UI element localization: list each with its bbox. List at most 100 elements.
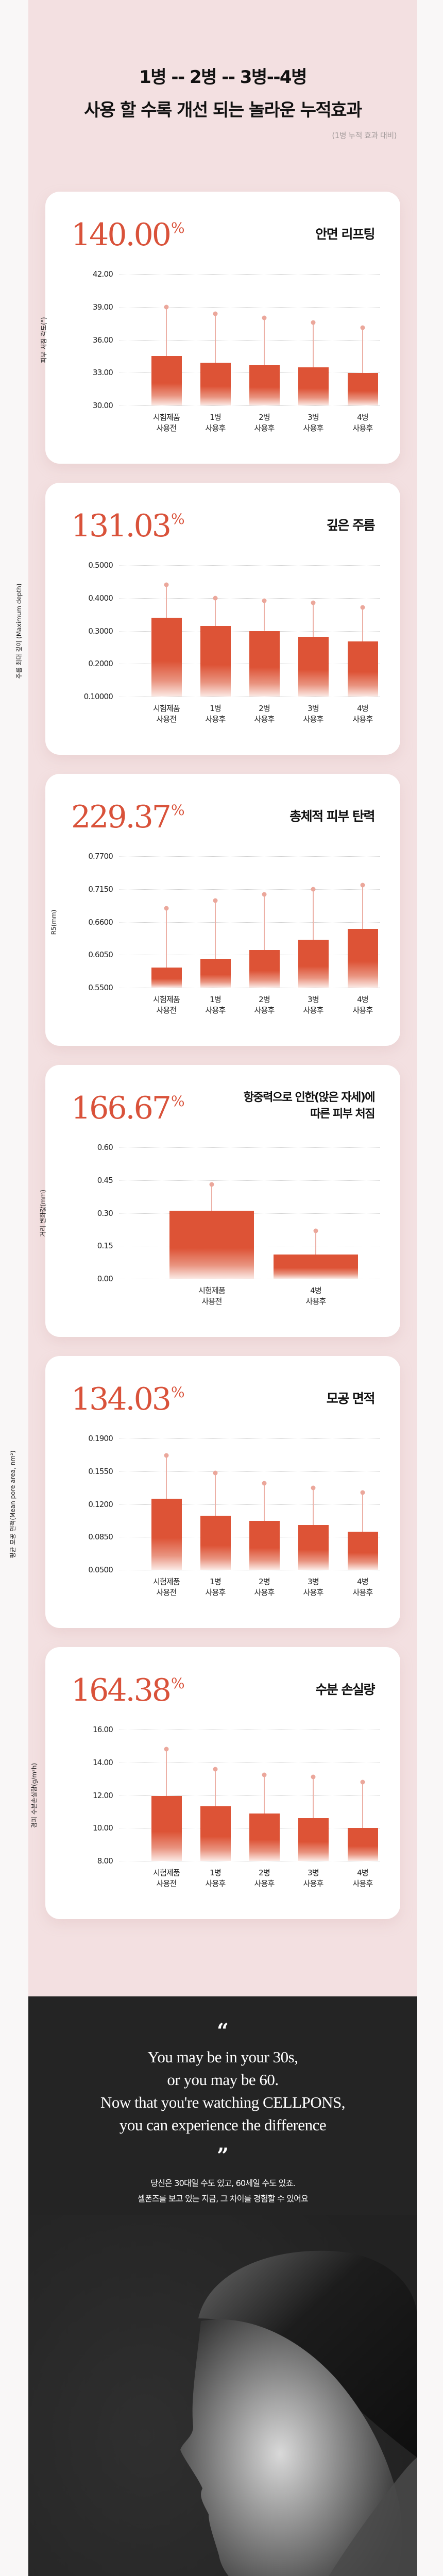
- x-tick-label: 1병 사용후: [205, 1577, 226, 1597]
- error-bar: [215, 900, 216, 959]
- bar: [298, 1525, 329, 1570]
- error-cap-dot: [311, 600, 316, 605]
- percent-value: 166.67: [71, 1090, 172, 1126]
- y-tick-label: 10.00: [93, 1823, 113, 1833]
- korean-caption-line: 당신은 30대일 수도 있고, 60세일 수도 있죠.: [150, 2178, 295, 2188]
- error-bar: [264, 1774, 265, 1814]
- metric-title: 모공 면적: [326, 1390, 376, 1408]
- quote-section: “ You may be in your 30s, or you may be …: [28, 1996, 417, 2576]
- error-cap-dot: [164, 1453, 169, 1458]
- y-tick-label: 0.00: [97, 1274, 113, 1283]
- bar: [151, 618, 182, 697]
- error-cap-dot: [164, 582, 169, 587]
- x-tick-label: 3병 사용후: [303, 413, 323, 433]
- bar-chart: 0.1900 0.1550 0.1200 0.0850 0.0500 시험제품 사용전 1병 사…: [88, 1434, 380, 1597]
- bar: [347, 1531, 378, 1570]
- x-tick-label: 1병 사용후: [205, 413, 226, 433]
- percent-sign: %: [171, 1675, 185, 1692]
- metric-title: 수분 손실량: [315, 1681, 375, 1699]
- x-tick-label: 2병 사용후: [254, 704, 275, 724]
- gridline: [120, 922, 380, 923]
- percent-sign: %: [171, 511, 185, 528]
- metric-title-line: 항중력으로 인한(앉은 자세)에: [243, 1091, 376, 1104]
- bar: [249, 631, 280, 697]
- metric-title-line: 총체적 피부 탄력: [289, 809, 375, 824]
- improvement-percent: 134.03%: [71, 1381, 185, 1423]
- x-tick-label: 4병 사용후: [352, 995, 373, 1015]
- x-tick-label: 2병 사용후: [254, 1577, 275, 1597]
- error-bar: [264, 894, 265, 950]
- percent-value: 134.03: [71, 1381, 172, 1417]
- percent-sign: %: [171, 1093, 185, 1110]
- error-bar: [166, 1455, 167, 1499]
- error-cap-dot: [262, 315, 267, 320]
- error-bar: [362, 885, 363, 929]
- page: 1병 -- 2병 -- 3병--4병 사용 할 수록 개선 되는 놀라운 누적효…: [9, 0, 417, 2576]
- error-bar: [313, 889, 314, 940]
- y-axis-title-text: 경피 수분손실량(g/m²h): [30, 1762, 38, 1828]
- error-cap-dot: [360, 605, 365, 610]
- error-cap-dot: [213, 596, 218, 601]
- y-tick-label: 0.0500: [88, 1565, 113, 1574]
- error-cap-dot: [360, 1490, 365, 1495]
- error-bar: [362, 328, 363, 374]
- error-bar: [211, 1184, 212, 1211]
- x-tick-label: 2병 사용후: [254, 995, 275, 1015]
- percent-sign: %: [171, 802, 185, 819]
- x-tick-label: 1병 사용후: [205, 995, 226, 1015]
- bar: [249, 365, 280, 405]
- error-bar: [215, 313, 216, 363]
- metric-title: 총체적 피부 탄력: [289, 808, 375, 825]
- error-cap-dot: [311, 1485, 316, 1490]
- error-cap-dot: [213, 898, 218, 903]
- y-tick-label: 0.60: [97, 1143, 113, 1152]
- y-axis-title-text: 평균 모공 면적(Mean pore area, nm²): [9, 1450, 16, 1558]
- metric-title-line: 따른 피부 처짐: [310, 1108, 375, 1121]
- x-tick-label: 시험제품 사용전: [152, 704, 180, 724]
- gridline: [120, 1504, 380, 1505]
- y-tick-label: 0.1900: [88, 1434, 113, 1443]
- improvement-percent: 140.00%: [71, 216, 185, 259]
- error-bar: [215, 1769, 216, 1806]
- gridline: [120, 1180, 380, 1181]
- x-tick-label: 4병 사용후: [352, 704, 373, 724]
- improvement-percent: 166.67%: [71, 1090, 185, 1132]
- improvement-percent: 164.38%: [71, 1672, 185, 1715]
- metric-title: 안면 리프팅: [315, 226, 375, 243]
- chart-card: 140.00% 안면 리프팅 피부 처짐 각도(°) 42.00 39.00 36.00 3…: [40, 192, 400, 464]
- y-tick-label: 0.30: [97, 1208, 113, 1218]
- chart-card: 166.67% 항중력으로 인한(앉은 자세)에 따른 피부 처짐 거리 변화값(mm…: [40, 1065, 400, 1337]
- bar-chart: 0.7700 0.7150 0.6600 0.6050 0.5500 시험제품 사용전 1병 사…: [88, 852, 380, 1015]
- metric-title-line: 수분 손실량: [315, 1682, 375, 1697]
- quote-text: You may be in your 30s, or you may be 60…: [28, 2046, 417, 2137]
- x-tick-label: 2병 사용후: [254, 413, 275, 433]
- y-tick-label: 16.00: [93, 1725, 113, 1734]
- metric-title: 깊은 주름: [327, 517, 376, 534]
- y-tick-label: 0.1200: [88, 1499, 113, 1509]
- error-cap-dot: [360, 1780, 365, 1785]
- x-tick-label: 시험제품 사용전: [152, 995, 180, 1015]
- error-cap-dot: [311, 887, 316, 892]
- quote-line: You may be in your 30s,: [147, 2048, 298, 2066]
- bar: [151, 1796, 182, 1861]
- bar: [347, 641, 378, 697]
- y-tick-label: 0.4000: [88, 593, 113, 603]
- metric-title-line: 모공 면적: [326, 1391, 376, 1406]
- gridline: [120, 565, 380, 566]
- gridline: [120, 889, 380, 890]
- x-tick-label: 3병 사용후: [303, 704, 323, 724]
- x-tick-label: 1병 사용후: [205, 1868, 226, 1888]
- bar: [249, 1520, 280, 1570]
- error-bar: [215, 598, 216, 626]
- quote-line: you can experience the difference: [119, 2116, 327, 2134]
- quote-line: Now that you're watching CELLPONS,: [100, 2093, 346, 2111]
- y-tick-label: 0.6050: [88, 950, 113, 960]
- y-tick-label: 0.10000: [83, 692, 113, 701]
- error-cap-dot: [262, 598, 267, 603]
- percent-value: 229.37: [71, 799, 172, 835]
- error-bar: [313, 1487, 314, 1526]
- gridline: [120, 598, 380, 599]
- gridline: [120, 340, 380, 341]
- error-bar: [215, 1472, 216, 1516]
